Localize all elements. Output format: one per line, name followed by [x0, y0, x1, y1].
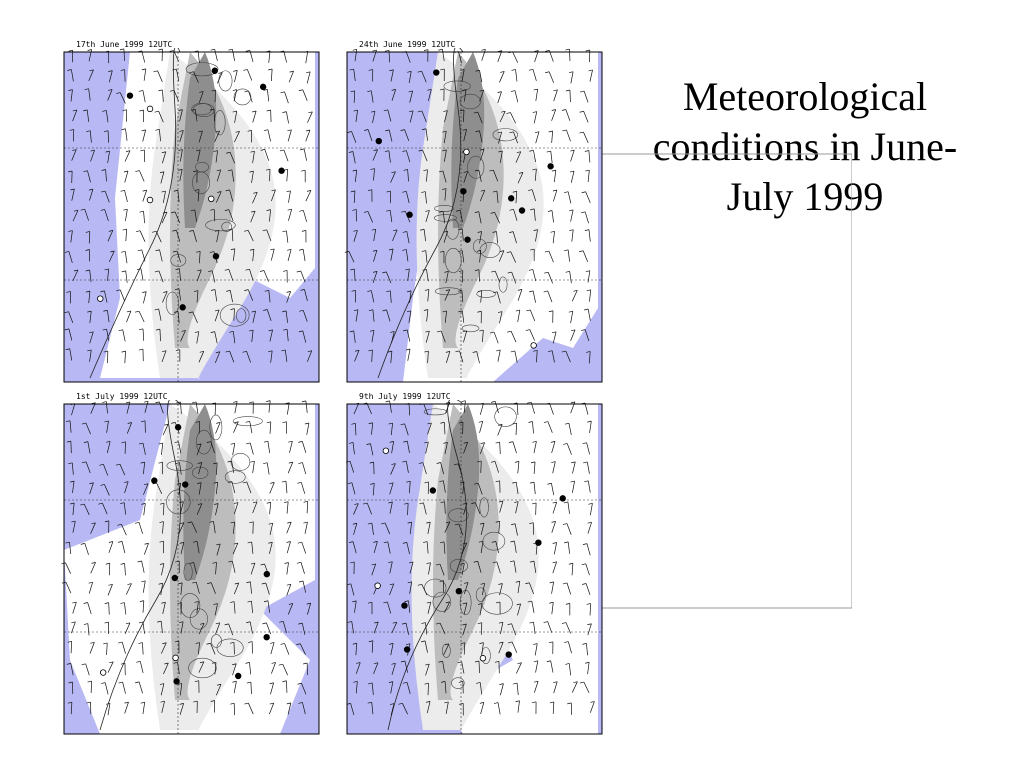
map-panel-17-june: 17th June 1999 12UTC — [60, 40, 322, 387]
weather-map — [61, 400, 320, 735]
map-panel-24-june: 24th June 1999 12UTC — [343, 40, 605, 387]
map-panel-9-july: 9th July 1999 12UTC — [343, 392, 605, 739]
map-panel-label: 17th June 1999 12UTC — [74, 40, 175, 49]
map-panel-1-july: 1st July 1999 12UTC — [60, 392, 322, 739]
weather-map — [344, 48, 603, 383]
map-panel-label: 1st July 1999 12UTC — [74, 392, 170, 401]
weather-map — [345, 400, 603, 735]
weather-map — [63, 48, 320, 383]
map-panel-label: 24th June 1999 12UTC — [357, 40, 458, 49]
map-panel-label: 9th July 1999 12UTC — [357, 392, 453, 401]
slide-title: Meteorological conditions in June-July 1… — [652, 74, 958, 219]
callout-connector — [600, 153, 852, 609]
